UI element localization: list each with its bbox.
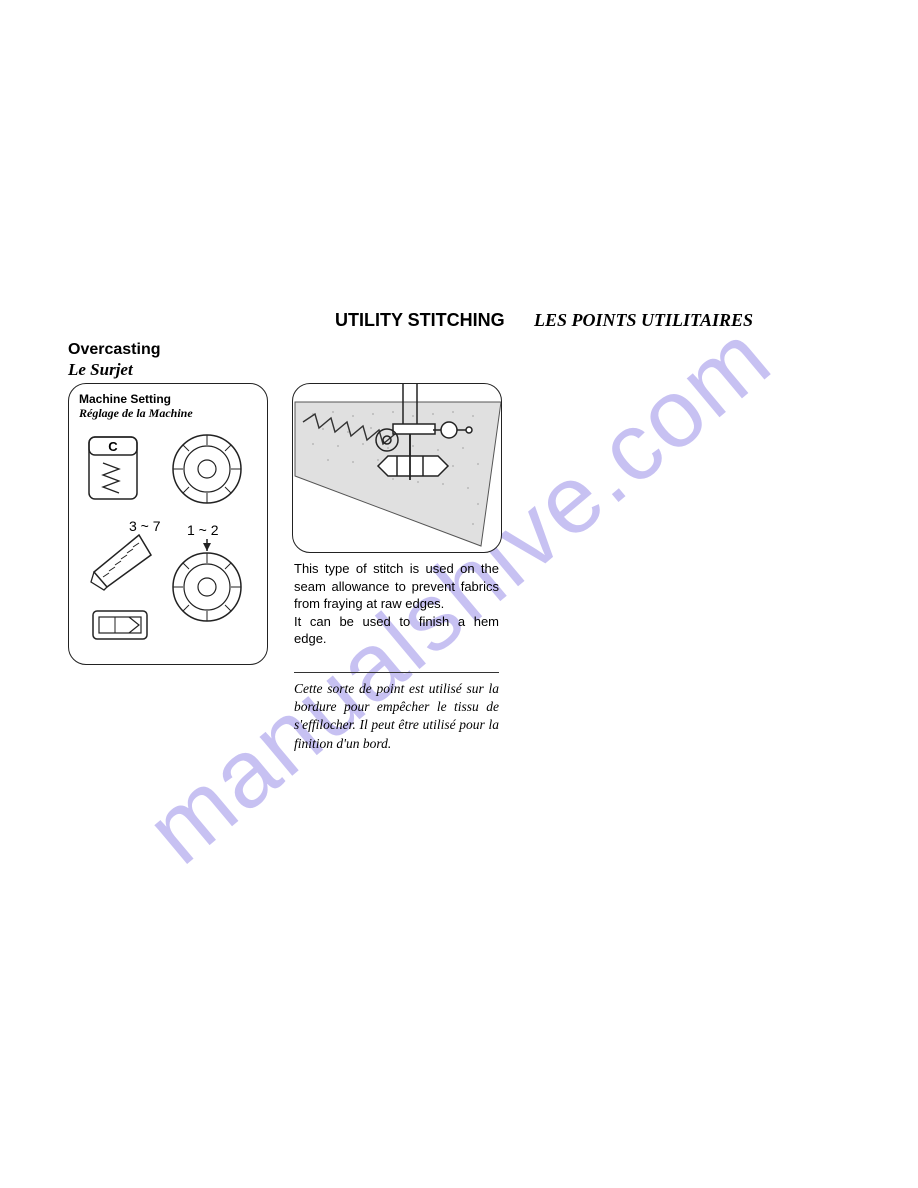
svg-text:C: C bbox=[108, 439, 118, 454]
section-title-fr: Le Surjet bbox=[68, 360, 133, 380]
machine-setting-box: Machine Setting Réglage de la Machine C bbox=[68, 383, 268, 665]
machine-setting-label-fr: Réglage de la Machine bbox=[79, 406, 257, 421]
desc-en-p1: This type of stitch is used on the seam … bbox=[294, 561, 499, 611]
section-title-en: Overcasting bbox=[68, 341, 160, 359]
machine-setting-label-en: Machine Setting bbox=[79, 392, 257, 406]
svg-text:1 ~ 2: 1 ~ 2 bbox=[187, 522, 219, 538]
description-en: This type of stitch is used on the seam … bbox=[294, 560, 499, 648]
desc-en-p2: It can be used to finish a hem edge. bbox=[294, 614, 499, 647]
header-fr: LES POINTS UTILITAIRES bbox=[534, 310, 753, 331]
machine-setting-diagram: C bbox=[79, 427, 257, 653]
header-en: UTILITY STITCHING bbox=[335, 310, 505, 331]
description-fr: Cette sorte de point est utilisé sur la … bbox=[294, 680, 499, 753]
divider-line bbox=[294, 672, 499, 673]
overcasting-illustration bbox=[292, 383, 502, 553]
svg-text:3 ~ 7: 3 ~ 7 bbox=[129, 518, 161, 534]
